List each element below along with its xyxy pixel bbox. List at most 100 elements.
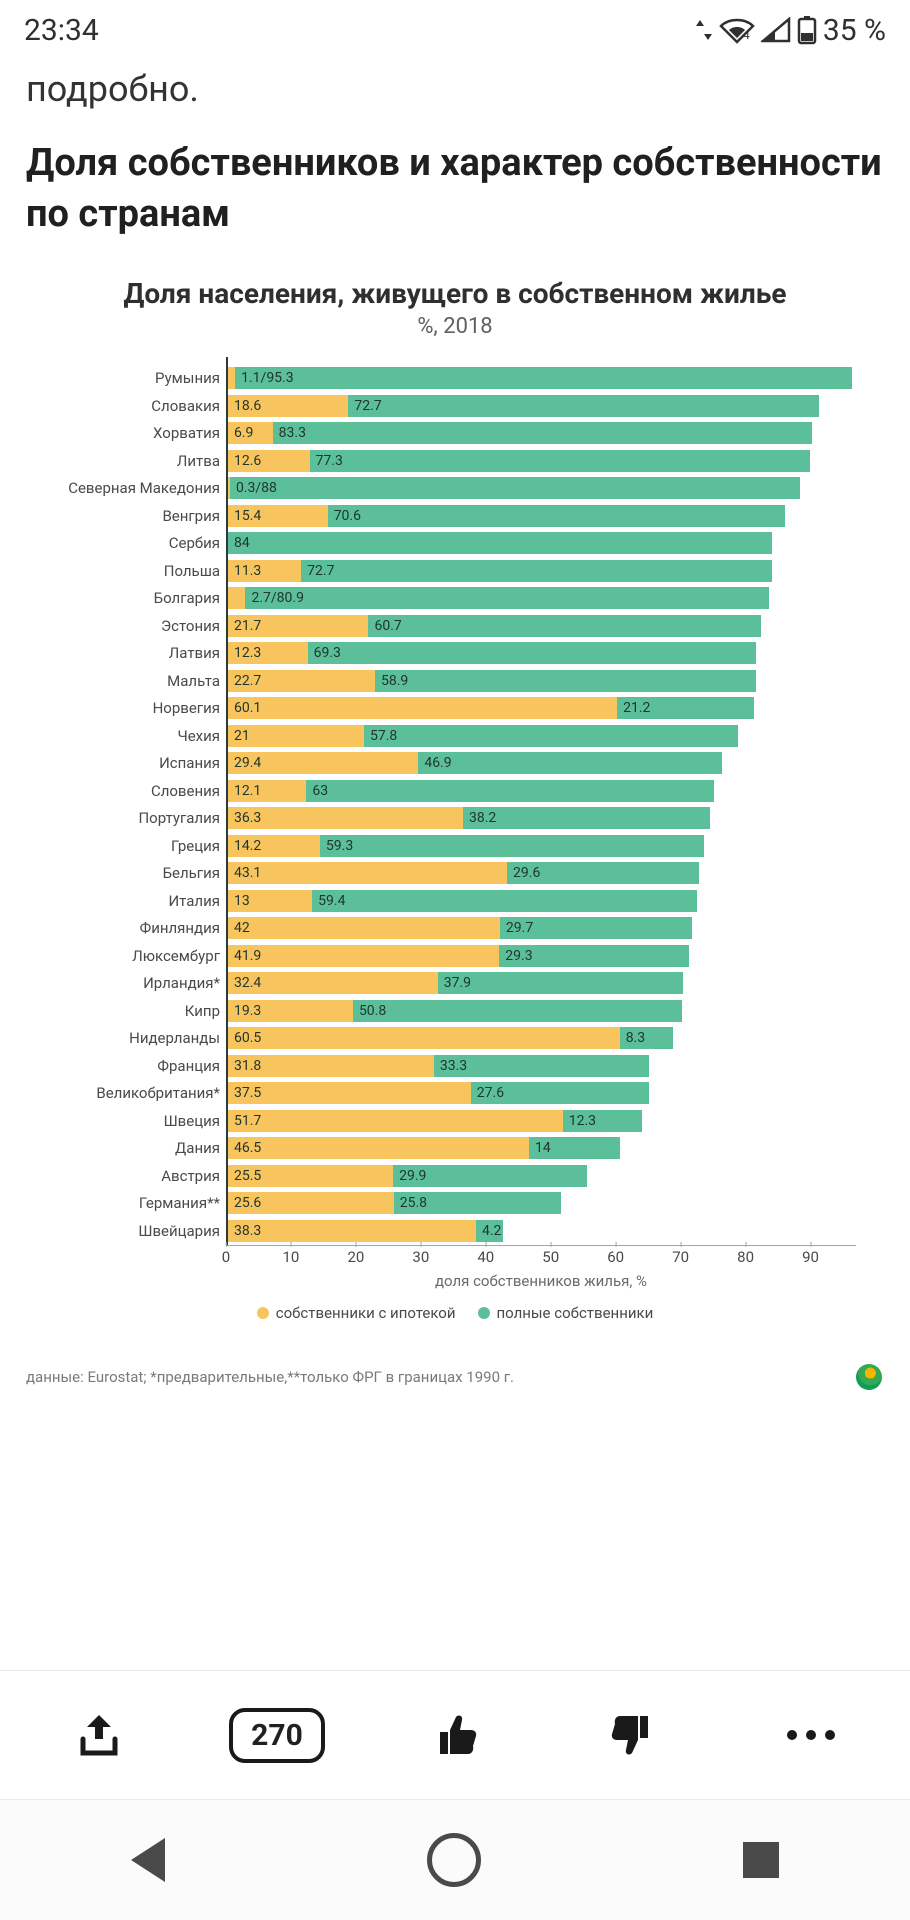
chart-row-label: Северная Македония <box>28 479 228 497</box>
chart-row: Северная Македония0.3/88 <box>228 475 856 503</box>
chart-row-label: Венгрия <box>28 507 228 525</box>
bar-seg-mortgage: 19.3 <box>228 1000 353 1022</box>
bar-seg-mortgage: 51.7 <box>228 1110 563 1132</box>
bar-seg-mortgage: 60.1 <box>228 697 617 719</box>
chart-row: Норвегия60.121.2 <box>228 695 856 723</box>
bar-seg-mortgage: 14.2 <box>228 835 320 857</box>
bar-seg-outright: 29.6 <box>507 862 699 884</box>
x-tick: 30 <box>412 1248 429 1266</box>
chart-row-label: Кипр <box>28 1002 228 1020</box>
bar-seg-mortgage: 11.3 <box>228 560 301 582</box>
article-content[interactable]: подробно. Доля собственников и характер … <box>0 60 910 1670</box>
thumbs-up-icon <box>430 1710 480 1760</box>
chart-row: Испания29.446.9 <box>228 750 856 778</box>
chart-row-label: Франция <box>28 1057 228 1075</box>
bar-seg-mortgage: 60.5 <box>228 1027 620 1049</box>
nav-home-button[interactable] <box>427 1833 481 1887</box>
chart-plot-area: Румыния1.1/95.3Словакия18.672.7Хорватия6… <box>226 357 856 1246</box>
chart-row: Германия**25.625.8 <box>228 1190 856 1218</box>
x-tick: 40 <box>477 1248 494 1266</box>
bar-seg-mortgage <box>228 367 235 389</box>
bar-seg-outright: 72.7 <box>301 560 772 582</box>
bar-seg-mortgage: 25.6 <box>228 1192 394 1214</box>
chart-bar: 1359.4 <box>228 890 856 912</box>
bar-seg-outright: 83.3 <box>273 422 812 444</box>
more-icon <box>787 1730 835 1740</box>
bar-seg-outright: 29.7 <box>500 917 692 939</box>
chart-bar: 14.259.3 <box>228 835 856 857</box>
chart-row-label: Норвегия <box>28 699 228 717</box>
chart-row: Ирландия*32.437.9 <box>228 970 856 998</box>
bar-seg-outright: 38.2 <box>463 807 710 829</box>
chart-row-label: Словакия <box>28 397 228 415</box>
chart-bar: 25.529.9 <box>228 1165 856 1187</box>
chart-bar: 43.129.6 <box>228 862 856 884</box>
chart-row: Чехия2157.8 <box>228 722 856 750</box>
data-arrows-icon <box>695 16 713 44</box>
more-button[interactable] <box>751 1695 871 1775</box>
chart-row: Словакия18.672.7 <box>228 392 856 420</box>
signal-icon <box>761 17 791 43</box>
chart-row: Кипр19.350.8 <box>228 997 856 1025</box>
chart-row: Великобритания*37.527.6 <box>228 1080 856 1108</box>
bar-seg-mortgage: 13 <box>228 890 312 912</box>
chart-bar: 12.163 <box>228 780 856 802</box>
nav-recent-button[interactable] <box>743 1842 779 1878</box>
comments-button[interactable]: 270 <box>217 1695 337 1775</box>
dislike-button[interactable] <box>573 1695 693 1775</box>
chart-row-label: Италия <box>28 892 228 910</box>
bar-seg-outright: 70.6 <box>328 505 785 527</box>
bar-seg-mortgage: 29.4 <box>228 752 418 774</box>
bar-seg-mortgage: 15.4 <box>228 505 328 527</box>
chart-bar: 2157.8 <box>228 725 856 747</box>
bar-seg-mortgage: 32.4 <box>228 972 438 994</box>
chart-row-label: Хорватия <box>28 424 228 442</box>
chart-bar: 38.34.2 <box>228 1220 856 1242</box>
chart-bar: 31.833.3 <box>228 1055 856 1077</box>
chart-row: Литва12.677.3 <box>228 447 856 475</box>
bar-seg-mortgage: 12.3 <box>228 642 308 664</box>
chart-bar: 11.372.7 <box>228 560 856 582</box>
prev-paragraph-tail: подробно. <box>26 68 884 110</box>
nav-back-button[interactable] <box>131 1838 165 1882</box>
comments-count: 270 <box>229 1708 325 1763</box>
chart-row-label: Финляндия <box>28 919 228 937</box>
share-button[interactable] <box>39 1695 159 1775</box>
bar-seg-mortgage: 36.3 <box>228 807 463 829</box>
bar-seg-outright: 8.3 <box>620 1027 674 1049</box>
x-tick: 90 <box>802 1248 819 1266</box>
chart-row-label: Эстония <box>28 617 228 635</box>
chart-bar: 60.58.3 <box>228 1027 856 1049</box>
bar-seg-mortgage: 37.5 <box>228 1082 471 1104</box>
x-tick: 80 <box>737 1248 754 1266</box>
section-heading: Доля собственников и характер собственно… <box>26 138 884 241</box>
clock: 23:34 <box>24 13 99 48</box>
chart-row-label: Сербия <box>28 534 228 552</box>
chart-row: Эстония21.760.7 <box>228 612 856 640</box>
chart-row: Швеция51.712.3 <box>228 1107 856 1135</box>
chart-row: Болгария2.7/80.9 <box>228 585 856 613</box>
chart-row: Венгрия15.470.6 <box>228 502 856 530</box>
chart-legend: собственники с ипотекой полные собственн… <box>26 1304 884 1322</box>
bar-seg-mortgage: 38.3 <box>228 1220 476 1242</box>
bar-seg-mortgage: 12.6 <box>228 450 310 472</box>
bar-seg-outright: 29.9 <box>393 1165 587 1187</box>
chart-row: Финляндия4229.7 <box>228 915 856 943</box>
bar-seg-outright: 50.8 <box>353 1000 682 1022</box>
bar-seg-outright: 84 <box>228 532 772 554</box>
statusbar: 23:34 4 35 % <box>0 0 910 60</box>
chart-row-label: Польша <box>28 562 228 580</box>
chart-row: Польша11.372.7 <box>228 557 856 585</box>
bar-seg-outright: 59.4 <box>312 890 697 912</box>
chart-row: Португалия36.338.2 <box>228 805 856 833</box>
bar-seg-mortgage: 31.8 <box>228 1055 434 1077</box>
like-button[interactable] <box>395 1695 515 1775</box>
chart-row-label: Бельгия <box>28 864 228 882</box>
chart-x-axis: 0102030405060708090 <box>226 1246 856 1270</box>
chart-bar: 19.350.8 <box>228 1000 856 1022</box>
chart-row: Румыния1.1/95.3 <box>228 365 856 393</box>
legend-swatch-yellow <box>257 1307 269 1319</box>
chart-bar: 41.929.3 <box>228 945 856 967</box>
chart-row-label: Чехия <box>28 727 228 745</box>
chart-container: Доля населения, живущего в собственном ж… <box>26 277 884 1390</box>
